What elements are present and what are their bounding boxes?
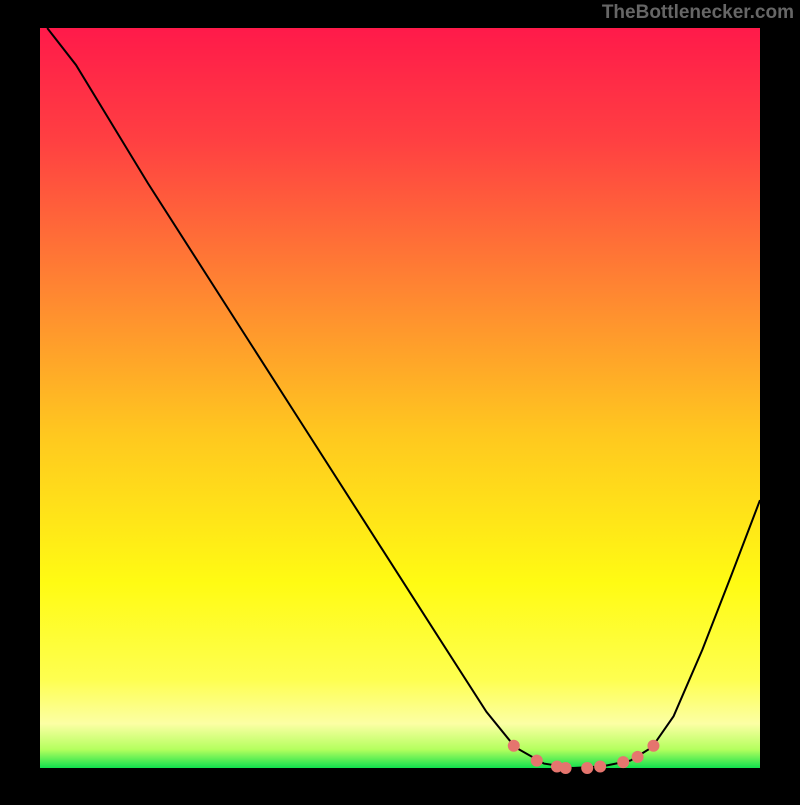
marker-dot (617, 756, 629, 768)
marker-dot (531, 755, 543, 767)
chart-gradient-bg (40, 28, 760, 768)
watermark-text: TheBottlenecker.com (602, 2, 794, 24)
marker-dot (594, 761, 606, 773)
marker-dot (581, 762, 593, 774)
marker-dot (632, 751, 644, 763)
marker-dot (647, 740, 659, 752)
chart-container (0, 0, 800, 800)
bottleneck-chart (0, 0, 800, 800)
marker-dot (560, 762, 572, 774)
marker-dot (508, 740, 520, 752)
